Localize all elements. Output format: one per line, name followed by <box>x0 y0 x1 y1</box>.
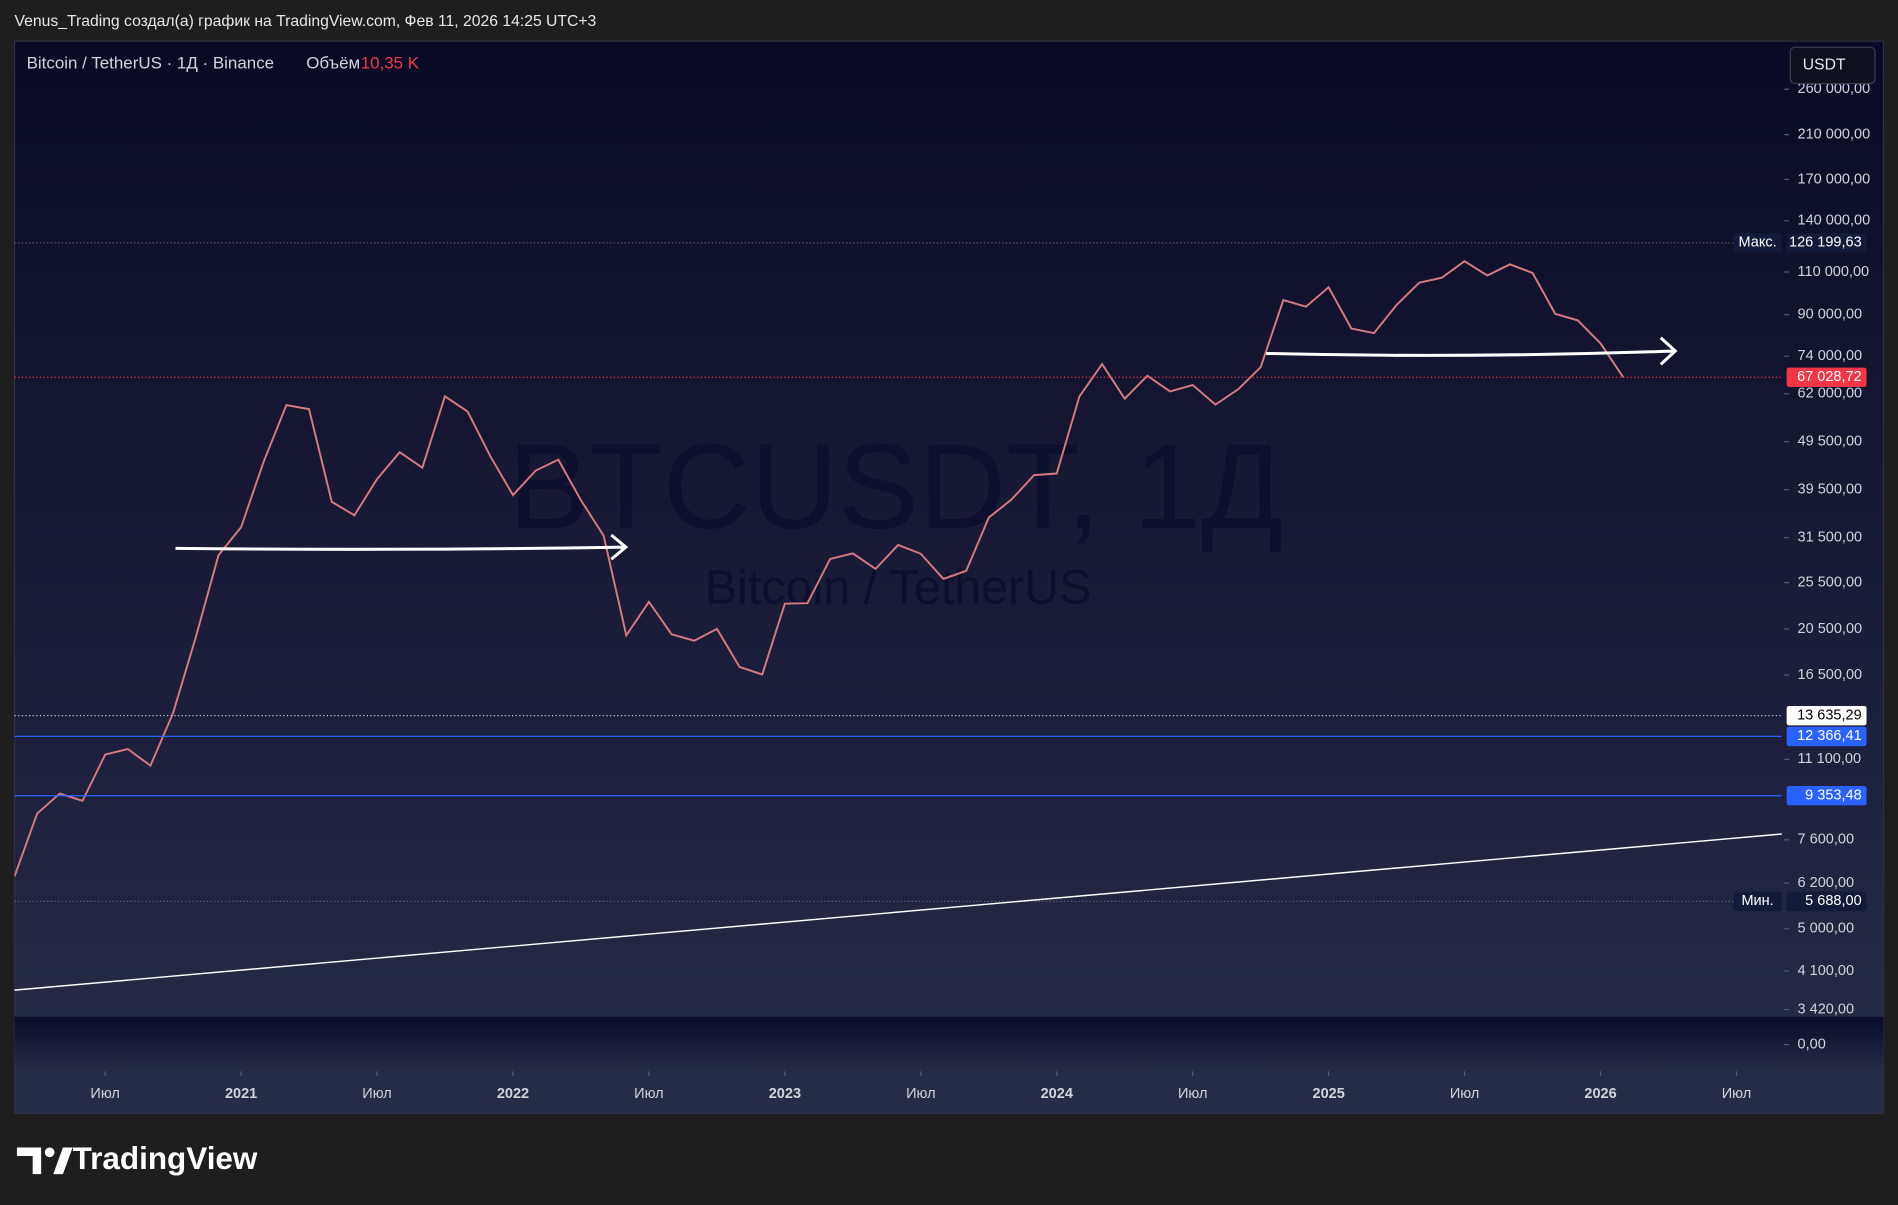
price-level-tag: Мин. <box>1741 893 1773 909</box>
chart-layer: 260 000,00 210 000,00 170 000,00 140 000,00… <box>14 81 1871 1102</box>
price-level-label-bg <box>1786 726 1867 747</box>
price-level-tag-bg <box>1733 233 1782 253</box>
currency-button[interactable] <box>1789 46 1876 85</box>
x-tick-label: Июл <box>90 1086 119 1102</box>
y-tick-label: 31 500,00 <box>1798 530 1863 546</box>
y-tick-label: 6 200,00 <box>1798 875 1855 891</box>
price-level-label: 67 028,72 <box>1797 369 1862 385</box>
y-tick-label: 20 500,00 <box>1798 621 1863 637</box>
logo-mark <box>16 1147 42 1175</box>
volume-pane <box>14 1016 1884 1072</box>
price-level-label: 126 199,63 <box>1789 235 1862 251</box>
y-tick-label: 7 600,00 <box>1798 832 1855 848</box>
price-level-tag-bg <box>1733 891 1782 912</box>
x-tick-label: 2023 <box>769 1086 801 1102</box>
y-tick-label: 49 500,00 <box>1798 434 1863 450</box>
y-tick-label: 90 000,00 <box>1798 306 1863 322</box>
volume-tick-label: 0,00 <box>1798 1036 1826 1052</box>
y-tick-label: 74 000,00 <box>1798 348 1863 364</box>
watermark: BTCUSDT, 1Д <box>508 418 1283 554</box>
arrow-drawing <box>1266 336 1678 366</box>
y-tick-label: 16 500,00 <box>1798 667 1863 683</box>
y-tick-label: 210 000,00 <box>1798 126 1871 142</box>
price-level-label-bg <box>1786 891 1867 912</box>
y-tick-label: 5 000,00 <box>1798 921 1855 937</box>
logo: TradingView <box>16 1141 258 1176</box>
price-level-label: 13 635,29 <box>1797 707 1862 723</box>
volume-value: 10,35 K <box>361 54 420 73</box>
x-tick-label: 2025 <box>1313 1086 1345 1102</box>
y-tick-label: 25 500,00 <box>1798 574 1863 590</box>
x-tick-label: 2024 <box>1041 1086 1073 1102</box>
price-level-label: 9 353,48 <box>1805 788 1862 804</box>
price-level-label-bg <box>1786 367 1867 387</box>
price-level-label-bg <box>1786 705 1867 726</box>
price-level-label: 12 366,41 <box>1797 728 1862 744</box>
logo-text: TradingView <box>73 1141 258 1176</box>
logo-mark <box>44 1147 55 1158</box>
x-tick-label: Июл <box>1450 1086 1479 1102</box>
y-tick-label: 110 000,00 <box>1798 264 1870 280</box>
y-tick-label: 39 500,00 <box>1798 481 1863 497</box>
y-tick-label: 11 100,00 <box>1798 751 1862 767</box>
x-tick-label: Июл <box>634 1086 663 1102</box>
y-tick-label: 4 100,00 <box>1798 963 1855 979</box>
symbol-title: Bitcoin / TetherUS · 1Д · Binance <box>27 54 274 73</box>
x-tick-label: 2022 <box>497 1086 529 1102</box>
x-tick-label: 2021 <box>225 1086 257 1102</box>
volume-legend: Объём <box>306 54 360 73</box>
y-tick-label: 62 000,00 <box>1798 386 1863 402</box>
x-tick-label: Июл <box>362 1086 391 1102</box>
price-level-label-bg <box>1786 233 1867 253</box>
price-level-label-bg <box>1786 786 1867 806</box>
price-level-tag: Макс. <box>1739 235 1777 251</box>
x-tick-label: 2026 <box>1584 1086 1616 1102</box>
arrow-drawing <box>175 533 629 561</box>
y-tick-label: 260 000,00 <box>1798 81 1871 97</box>
x-tick-label: Июл <box>906 1086 935 1102</box>
y-tick-label: 170 000,00 <box>1798 171 1871 187</box>
currency-label[interactable]: USDT <box>1803 57 1846 74</box>
price-level-label: 5 688,00 <box>1805 893 1862 909</box>
header-text: Venus_Trading создал(а) график на Tradin… <box>15 13 597 30</box>
y-tick-label: 3 420,00 <box>1798 1001 1855 1017</box>
logo-mark <box>53 1147 73 1175</box>
price-line <box>14 260 1625 877</box>
y-tick-label: 140 000,00 <box>1798 213 1871 229</box>
trend-line <box>14 833 1782 991</box>
x-tick-label: Июл <box>1722 1086 1751 1102</box>
x-tick-label: Июл <box>1178 1086 1207 1102</box>
watermark-subtitle: Bitcoin / TetherUS <box>705 560 1092 614</box>
